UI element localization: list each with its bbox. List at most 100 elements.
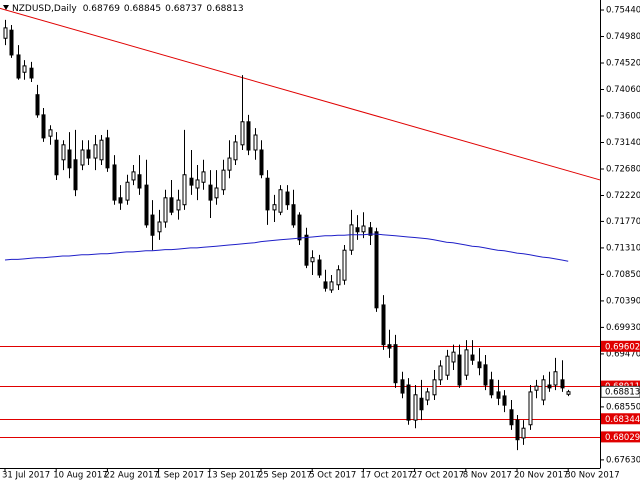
- candle-body: [208, 184, 213, 201]
- candle-body: [182, 174, 187, 206]
- candle-body: [125, 181, 130, 201]
- candle-body: [381, 304, 386, 346]
- candle-body: [157, 221, 162, 233]
- candle-body: [163, 197, 168, 223]
- level-label-box: [601, 340, 640, 352]
- candle-body: [349, 224, 354, 251]
- candle-body: [221, 169, 226, 191]
- x-tick-label: 5 Oct 2017: [309, 471, 356, 480]
- candle-body: [329, 281, 334, 291]
- y-tick-label: 0.74520: [606, 59, 640, 69]
- candle-body: [86, 149, 91, 159]
- open-value: 0.68769: [83, 4, 120, 14]
- candle-body: [553, 371, 558, 386]
- y-tick-label: 0.68550: [606, 402, 640, 412]
- x-tick-label: 10 Aug 2017: [53, 471, 107, 480]
- candle-body: [259, 149, 264, 176]
- candle-body: [457, 354, 462, 386]
- candle-body: [432, 379, 437, 396]
- candle-body: [413, 394, 418, 421]
- candle-body: [61, 144, 66, 161]
- high-value: 0.68845: [124, 4, 161, 14]
- y-tick-label: 0.71310: [606, 243, 640, 253]
- candle-body: [310, 257, 315, 263]
- candle-body: [195, 179, 200, 189]
- candle-body: [169, 197, 174, 213]
- candle-body: [547, 384, 552, 389]
- candle-body: [387, 344, 392, 349]
- candle-body: [233, 141, 238, 161]
- candle-body: [304, 234, 309, 266]
- candle-body: [425, 391, 430, 401]
- x-tick-label: 17 Oct 2017: [360, 471, 413, 480]
- level-label: 0.68029: [605, 433, 640, 443]
- y-tick-label: 0.69470: [606, 349, 640, 359]
- candle-body: [240, 121, 245, 146]
- y-tick-label: 0.70850: [606, 270, 640, 280]
- candle-body: [400, 379, 405, 394]
- candle-body: [41, 114, 46, 139]
- candle-body: [361, 225, 366, 233]
- candle-body: [67, 149, 72, 169]
- candle-body: [419, 397, 424, 411]
- x-tick-label: 22 Aug 2017: [104, 471, 158, 480]
- candle-body: [73, 159, 78, 191]
- candle-body: [253, 134, 258, 151]
- candle-body: [80, 149, 85, 166]
- candle-body: [342, 249, 347, 281]
- candle-body: [227, 157, 232, 171]
- x-tick-label: 31 Jul 2017: [2, 471, 50, 480]
- x-tick-label: 8 Nov 2017: [463, 471, 512, 480]
- candle-body: [150, 214, 155, 236]
- candle-body: [99, 139, 104, 161]
- chart-header: NZDUSD,Daily 0.68769 0.68845 0.68737 0.68813: [12, 4, 244, 14]
- symbol: NZDUSD,Daily: [12, 4, 77, 14]
- candle-body: [105, 137, 110, 169]
- candle-body: [451, 351, 456, 363]
- candle-body: [16, 54, 21, 79]
- x-tick-label: 1 Sep 2017: [156, 471, 204, 480]
- candle-body: [406, 384, 411, 421]
- candle-body: [189, 177, 194, 186]
- candle-body: [118, 197, 123, 204]
- candle-body: [502, 395, 507, 406]
- y-tick-label: 0.67630: [606, 455, 640, 465]
- candle-body: [214, 187, 219, 199]
- level-label-box: [601, 431, 640, 443]
- candle-body: [483, 364, 488, 386]
- candle-body: [477, 361, 482, 369]
- candle-body: [355, 227, 360, 233]
- candle-body: [265, 177, 270, 211]
- candle-body: [438, 365, 443, 381]
- y-tick-label: 0.74060: [606, 85, 640, 95]
- candle-body: [131, 171, 136, 181]
- candle-body: [528, 391, 533, 426]
- candle-body: [509, 409, 514, 426]
- level-label: 0.68344: [605, 415, 640, 425]
- candle-body: [9, 29, 14, 56]
- candle-body: [297, 214, 302, 241]
- candle-body: [246, 121, 251, 151]
- candle-body: [278, 189, 283, 213]
- x-tick-label: 27 Oct 2017: [412, 471, 465, 480]
- candle-body: [54, 139, 59, 176]
- y-tick-label: 0.75440: [606, 6, 640, 16]
- candle-body: [393, 344, 398, 384]
- y-tick-label: 0.72680: [606, 164, 640, 174]
- candle-body: [470, 354, 475, 361]
- candle-body: [93, 144, 98, 159]
- candle-body: [201, 171, 206, 183]
- candles: [3, 19, 571, 451]
- candle-body: [541, 379, 546, 401]
- candle-body: [521, 427, 526, 439]
- candle-body: [560, 379, 565, 389]
- level-label-box: [601, 413, 640, 425]
- y-tick-label: 0.73140: [606, 138, 640, 148]
- y-tick-label: 0.69930: [606, 323, 640, 333]
- y-tick-label: 0.74980: [606, 32, 640, 42]
- price-label-box: [600, 385, 640, 398]
- candle-body: [566, 391, 571, 395]
- candle-body: [3, 27, 8, 39]
